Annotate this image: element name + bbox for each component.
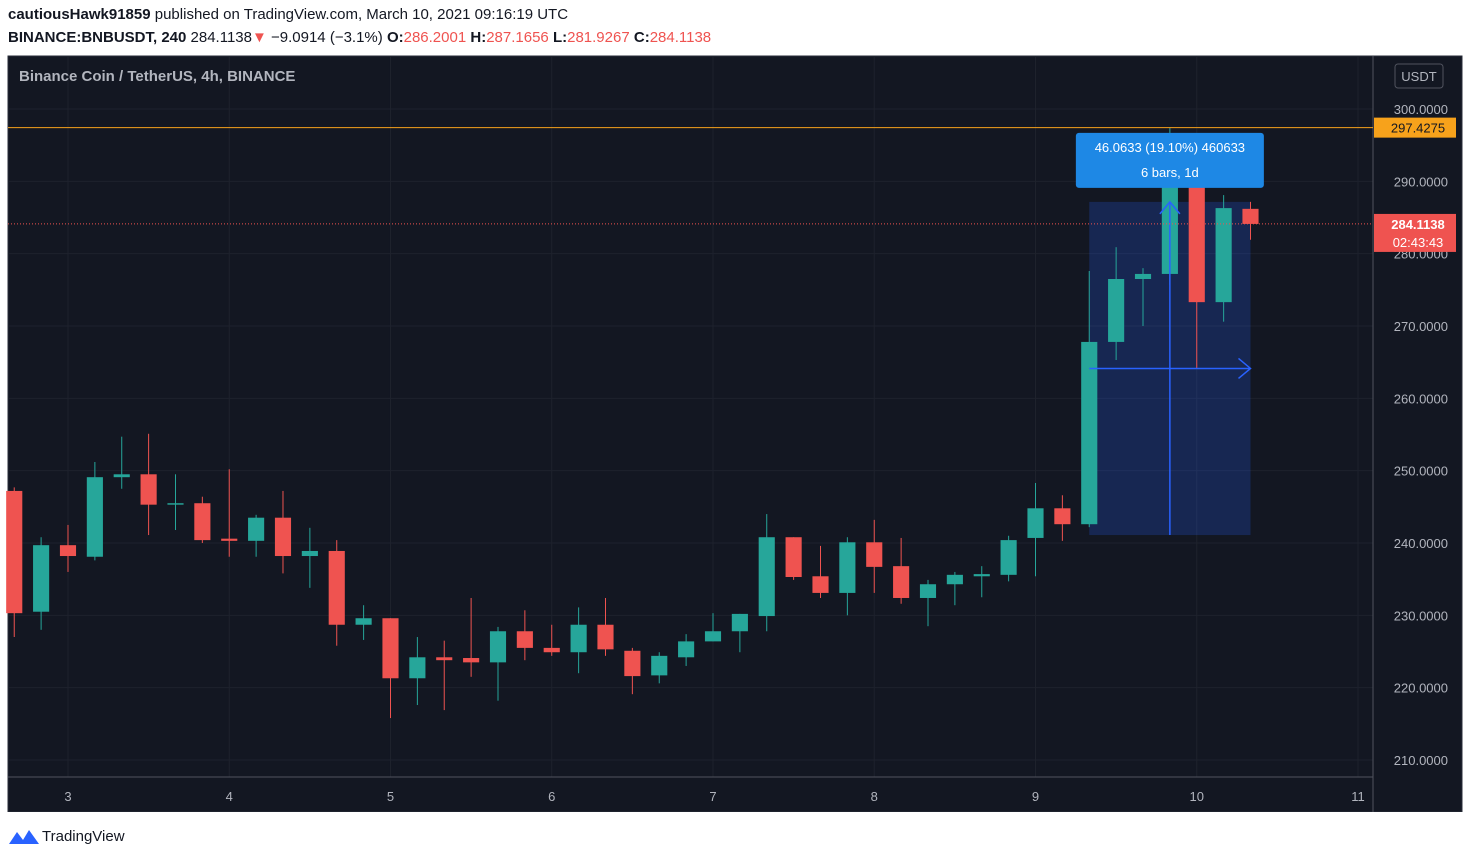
change-arrow: ▼: [251, 29, 267, 46]
header-line-2: BINANCE:BNBUSDT, 240 284.1138▼ −9.0914 (…: [8, 29, 711, 46]
x-tick-label: 9: [1032, 789, 1039, 804]
h-label: H:: [470, 29, 487, 46]
published: published on TradingView.com, March 10, …: [154, 6, 569, 23]
candle-body: [758, 537, 775, 617]
x-tick-label: 8: [871, 789, 878, 804]
currency-button[interactable]: [1394, 63, 1444, 89]
x-tick-label: 10: [1190, 789, 1204, 804]
candle-body: [409, 657, 426, 679]
author: cautiousHawk91859: [8, 6, 151, 23]
candle-body: [624, 650, 641, 677]
candle-body: [140, 474, 157, 505]
candle-body: [1188, 184, 1205, 303]
candle-body: [597, 624, 614, 650]
chart: 210.0000 220.0000 230.0000 240.0000 250.0000…: [6, 55, 1463, 812]
candle-body: [6, 490, 23, 614]
y-tick-label: 220.0000: [1394, 681, 1448, 696]
candle-body: [86, 477, 103, 557]
candle-body: [113, 474, 130, 478]
candle-body: [382, 618, 399, 679]
y-tick-label: 260.0000: [1394, 391, 1448, 406]
candle-body: [274, 517, 292, 557]
candle-body: [1215, 208, 1232, 303]
candle-body: [1242, 208, 1259, 224]
o-value: 286.2001: [403, 29, 467, 46]
candle-body: [167, 503, 184, 505]
candle-body: [1081, 341, 1098, 525]
chart-title: Binance Coin / TetherUS, 4h, BINANCE: [19, 68, 295, 85]
y-tick-label: 300.0000: [1394, 102, 1448, 117]
candle-body: [436, 657, 453, 661]
candle-body: [704, 631, 722, 642]
c-value: 284.1138: [649, 29, 712, 46]
x-tick-label: 7: [709, 789, 716, 804]
y-tick-label: 250.0000: [1394, 464, 1448, 479]
brand: TradingView: [42, 827, 125, 845]
candle-body: [355, 618, 372, 625]
measure-label-box: [1075, 132, 1264, 188]
last-price-label: 284.1138: [1391, 217, 1445, 232]
candle-body: [33, 545, 50, 612]
measure-label: 46.0633 (19.10%) 460633: [1095, 140, 1245, 155]
candle-body: [489, 631, 507, 663]
l-value: 281.9267: [567, 29, 630, 46]
logo-icon: [9, 830, 39, 844]
measure-arrow-right: [1238, 357, 1252, 380]
y-tick-label: 230.0000: [1394, 608, 1448, 623]
candle-body: [946, 574, 963, 585]
candle-body: [248, 517, 265, 541]
h-value: 287.1656: [486, 29, 549, 46]
candle-body: [463, 658, 480, 663]
candle-body: [839, 542, 856, 593]
footer: TradingView: [8, 826, 125, 846]
candle-body: [1134, 273, 1152, 279]
candle-body: [866, 542, 883, 567]
candle-body: [301, 550, 318, 557]
candle-body: [812, 576, 829, 593]
x-tick-label: 6: [548, 789, 555, 804]
last: 284.1138: [190, 29, 252, 46]
last-price-box: [1374, 213, 1456, 252]
candle-body: [678, 641, 695, 658]
x-tick-label: 3: [64, 789, 71, 804]
countdown: 02:43:43: [1393, 235, 1444, 250]
hline-label: 297.4275: [1391, 121, 1445, 136]
candle-body: [1000, 540, 1017, 575]
candle-body: [194, 503, 211, 541]
candle-body: [785, 537, 802, 578]
measure-arrow-up: [1159, 200, 1181, 215]
header-line-1: cautiousHawk91859 published on TradingVi…: [8, 6, 568, 23]
candle-body: [893, 566, 910, 598]
y-tick-label: 270.0000: [1394, 319, 1448, 334]
x-tick-label: 11: [1351, 789, 1365, 804]
change: −9.0914 (−3.1%): [271, 29, 383, 46]
candle-body: [1108, 278, 1125, 342]
hline-label-box: [1374, 117, 1456, 138]
candle-body: [570, 624, 587, 653]
candle-body: [731, 613, 748, 632]
symbol: BINANCE:BNBUSDT, 240: [8, 29, 187, 46]
candle-body: [516, 631, 533, 648]
measure-detail: 6 bars, 1d: [1141, 165, 1199, 180]
y-tick-label: 210.0000: [1394, 753, 1448, 768]
candle-body: [1054, 508, 1071, 525]
currency[interactable]: USDT: [1401, 69, 1436, 84]
y-tick-label: 290.0000: [1394, 174, 1448, 189]
candle-body: [59, 545, 77, 557]
candle-body: [328, 550, 345, 625]
y-tick-label: 240.0000: [1394, 536, 1448, 551]
l-label: L:: [552, 29, 568, 46]
c-label: C:: [633, 29, 650, 46]
x-tick-label: 4: [226, 789, 233, 804]
x-tick-label: 5: [387, 789, 394, 804]
candle-body: [919, 584, 937, 598]
candle-body: [973, 574, 990, 577]
candle-body: [651, 655, 668, 676]
candle-body: [1027, 508, 1044, 538]
candle-body: [221, 538, 238, 541]
candle-body: [543, 647, 560, 653]
o-label: O:: [386, 29, 404, 46]
